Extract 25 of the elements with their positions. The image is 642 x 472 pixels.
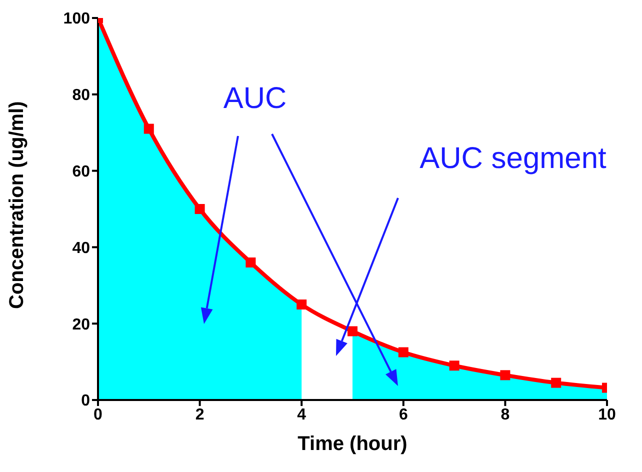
point [246, 257, 256, 268]
x-axis-title: Time (hour) [298, 433, 408, 455]
y-tick-label: 0 [81, 392, 90, 410]
x-tick-label: 6 [398, 406, 408, 424]
y-tick-label: 100 [63, 10, 90, 28]
y-axis-title: Concentration (ug/ml) [6, 101, 28, 309]
x-tick-label: 0 [94, 406, 103, 424]
y-tick-label: 80 [72, 87, 90, 104]
x-tick-label: 2 [195, 406, 204, 424]
y-tick-label: 20 [72, 316, 90, 334]
y-tick-label: 60 [72, 163, 90, 180]
x-tick-label: 10 [598, 406, 616, 424]
point [551, 378, 562, 388]
point [194, 204, 205, 214]
point [398, 347, 408, 358]
point [348, 326, 358, 336]
annotation: AUC segment [420, 142, 608, 175]
point [144, 124, 154, 134]
y-tick-label: 40 [72, 240, 90, 257]
point [449, 360, 460, 371]
point [296, 300, 307, 310]
x-tick-label: 4 [297, 406, 306, 424]
x-tick-label: 8 [500, 406, 510, 424]
point [500, 370, 510, 380]
annotation: AUC [223, 82, 287, 115]
